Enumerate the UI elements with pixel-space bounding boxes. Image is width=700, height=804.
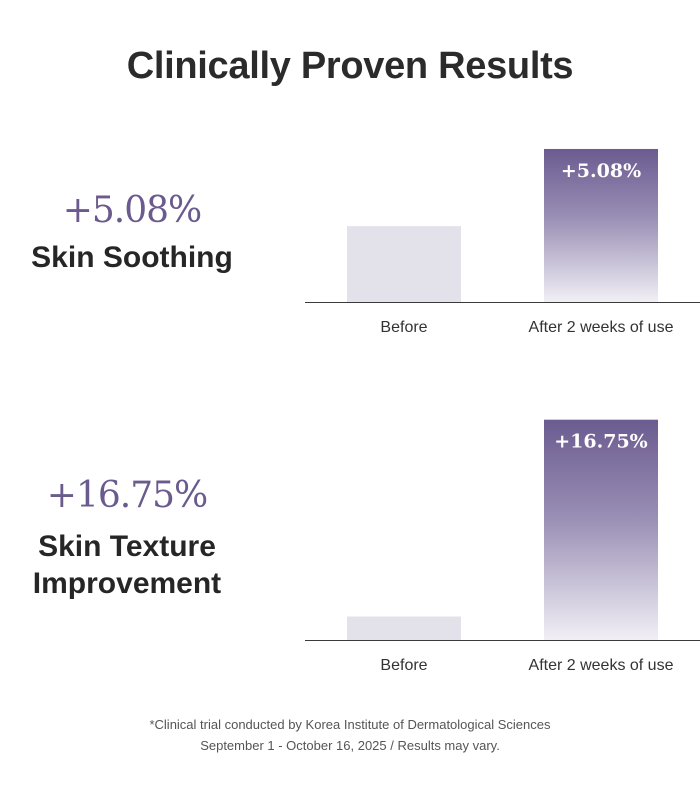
bar-data-label: +16.75% xyxy=(554,431,647,453)
footnote: *Clinical trial conducted by Korea Insti… xyxy=(0,714,700,756)
bar-data-label: +5.08% xyxy=(561,160,641,182)
bar-chart-skin-soothing: Before +5.08% After 2 weeks of use xyxy=(305,148,700,336)
x-tick-label: Before xyxy=(380,657,427,674)
page-title: Clinically Proven Results xyxy=(126,45,574,87)
footnote-line-2: September 1 - October 16, 2025 / Results… xyxy=(200,738,500,753)
bar-chart-skin-texture: Before +16.75% After 2 weeks of use xyxy=(305,419,700,674)
bar-after-2-weeks-of-use xyxy=(544,148,658,302)
footnote-line-1: *Clinical trial conducted by Korea Insti… xyxy=(149,717,551,732)
bar-after-2-weeks-of-use xyxy=(544,419,658,640)
stat-skin-texture: +16.75% Skin Texture Improvement xyxy=(17,478,237,602)
stat-value: +5.08% xyxy=(62,190,203,231)
stat-label: Skin Soothing xyxy=(31,241,233,274)
x-tick-label: After 2 weeks of use xyxy=(529,319,674,336)
x-tick-label: After 2 weeks of use xyxy=(529,657,674,674)
stat-skin-soothing: +5.08% Skin Soothing xyxy=(22,193,242,276)
stat-value: +16.75% xyxy=(46,475,208,516)
bar-before xyxy=(347,616,461,640)
stat-label: Skin Texture Improvement xyxy=(32,530,222,600)
x-tick-label: Before xyxy=(380,319,427,336)
bar-before xyxy=(347,226,461,302)
